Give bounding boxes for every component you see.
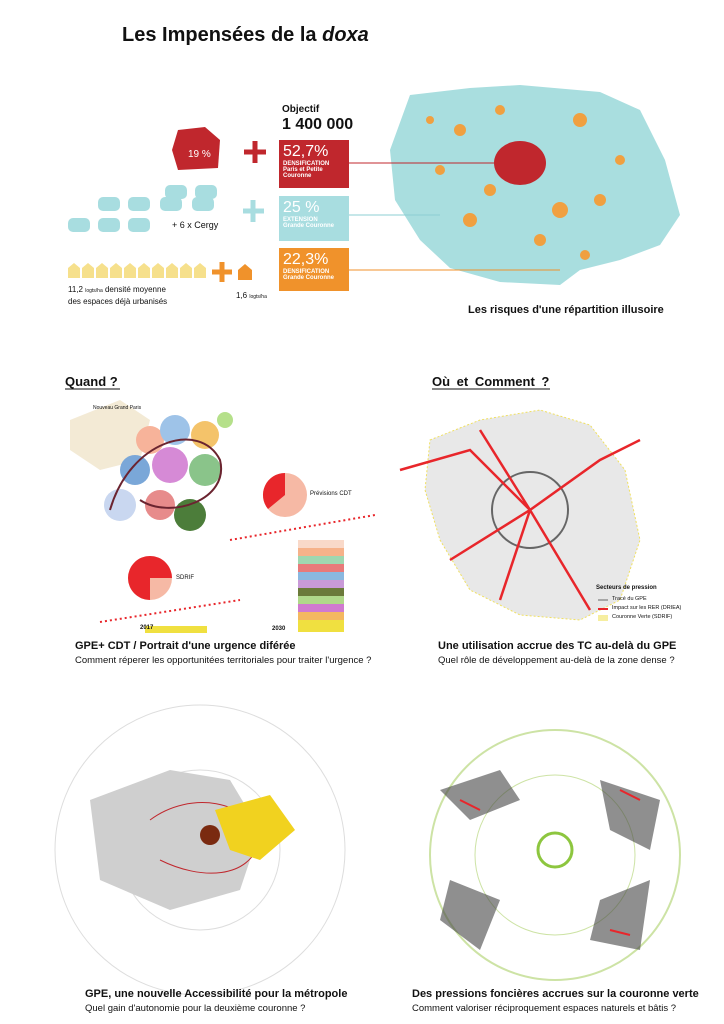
- share-area: Grande Couronne: [283, 275, 335, 281]
- density-text: des espaces déjà urbanisés: [68, 297, 168, 306]
- cergy-icons: [68, 185, 217, 232]
- title: Les Impensées de la doxa: [122, 24, 369, 47]
- legend-title: Nouveau Grand Paris: [93, 405, 142, 411]
- access-map: [54, 704, 346, 996]
- stack: [298, 540, 344, 632]
- panel-question: Quel gain d'autonomie pour la deuxième c…: [85, 1003, 306, 1014]
- house: [238, 264, 252, 280]
- year-label: 2030: [272, 626, 286, 632]
- plus-signs: [212, 141, 266, 282]
- density-text: densité moyenne: [104, 285, 166, 294]
- share-box: 25 % EXTENSION Grande Couronne: [279, 196, 349, 241]
- pie-slice: [128, 556, 172, 600]
- share-percent: 52,7%: [283, 143, 329, 160]
- low-density-value: 1,6: [236, 291, 248, 300]
- panel-question: Comment valoriser réciproquement espaces…: [412, 1003, 677, 1014]
- legend-item: Impact sur les RER (DRIEA): [612, 605, 682, 611]
- density-value: 11,2: [68, 285, 83, 294]
- houses: [68, 263, 206, 278]
- year-label: 2017: [140, 625, 154, 631]
- share-area: Paris et Petite Couronne: [283, 167, 323, 179]
- map-caption: Les risques d'une répartition illusoire: [468, 304, 664, 316]
- share-percent: 25 %: [283, 199, 320, 216]
- panel-title: GPE, une nouvelle Accessibilité pour la …: [85, 988, 348, 1000]
- legend-title: Secteurs de pression: [596, 585, 657, 591]
- where-map: [399, 409, 641, 621]
- share-box: 22,3% DENSIFICATION Grande Couronne: [279, 248, 349, 291]
- paris-core: [494, 141, 546, 185]
- share-kind: DENSIFICATION: [283, 161, 330, 167]
- title-emphasis: doxa: [322, 24, 369, 46]
- legend-item: Couronne Verte (SDRIF): [612, 614, 673, 620]
- share-percent: 22,3%: [283, 251, 329, 268]
- sdrif-label: SDRIF: [176, 575, 194, 581]
- share-kind: EXTENSION: [283, 217, 318, 223]
- pie-slice: [262, 472, 285, 509]
- legend-item: Tracé du GPE: [612, 596, 647, 602]
- section-title: Où et Comment ?: [432, 374, 550, 389]
- cergy: + 6 x Cergy: [172, 220, 219, 230]
- objective-value: 1 400 000: [282, 116, 354, 133]
- period-bar: [145, 626, 207, 633]
- low-density-unit: logts/ha: [249, 294, 267, 300]
- region-map: [390, 85, 680, 285]
- density-unit: logts/ha: [85, 288, 103, 294]
- panel-question: Comment réperer les opportunitées territ…: [75, 655, 372, 666]
- share-area: Grande Couronne: [283, 223, 335, 229]
- paris-shape: [172, 127, 220, 170]
- low-density: 1,6 logts/ha: [236, 291, 267, 300]
- density: 11,2 logts/ha densité moyenne: [68, 285, 166, 294]
- trend: [99, 514, 376, 623]
- panel-title: GPE+ CDT / Portrait d'une urgence diféré…: [75, 640, 296, 652]
- share-kind: DENSIFICATION: [283, 269, 330, 275]
- panel-title: Des pressions foncières accrues sur la c…: [412, 988, 699, 1000]
- urban-spots: [426, 105, 625, 260]
- section-title: Quand ?: [65, 374, 118, 389]
- legend-key: [598, 615, 608, 621]
- forecast-label: Prévisions CDT: [310, 491, 352, 497]
- share-box: 52,7% DENSIFICATION Paris et Petite Couron…: [279, 140, 349, 188]
- title-text: Les Impensées de la: [122, 24, 317, 46]
- when-map: [70, 400, 233, 531]
- green-belt-map: [429, 729, 681, 981]
- panel-question: Quel rôle de développement au-delà de la…: [438, 655, 675, 666]
- panel-title: Une utilisation accrue des TC au-delà du…: [438, 640, 677, 652]
- paris-share: 19 %: [188, 149, 211, 160]
- objective-label: Objectif: [282, 104, 320, 115]
